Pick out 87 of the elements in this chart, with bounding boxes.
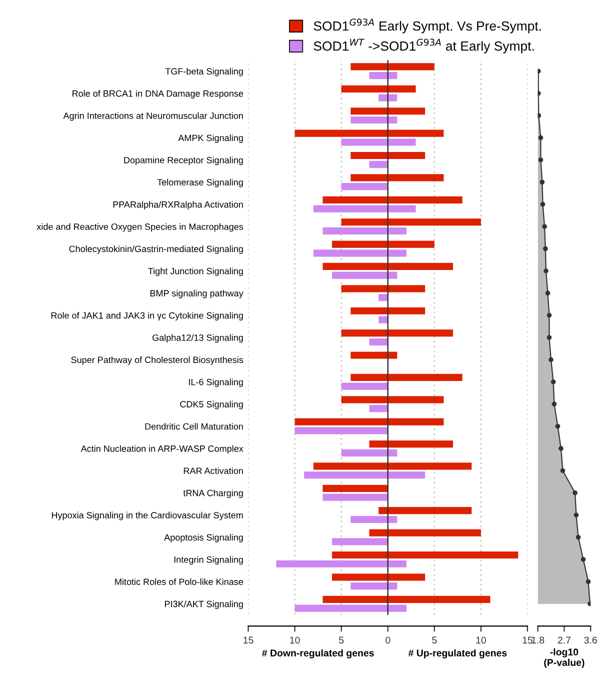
- y-tick-label: Agrin Interactions at Neuromuscular Junction: [63, 112, 243, 121]
- bar: [332, 538, 388, 546]
- y-tick-label: Super Pathway of Cholesterol Biosynthesis: [71, 356, 244, 365]
- bar: [369, 72, 398, 80]
- text: # Up-regulated genes: [408, 649, 507, 658]
- bar: [332, 551, 518, 559]
- bar: [294, 418, 444, 426]
- x-tick-label: 15: [244, 636, 254, 644]
- y-tick-label: AMPK Signaling: [178, 134, 243, 143]
- bar: [369, 338, 388, 346]
- y-tick-label: TGF-beta Signaling: [165, 68, 243, 76]
- y-tick-label: Mitotic Roles of Polo-like Kinase: [115, 578, 244, 585]
- bar: [322, 596, 490, 603]
- bar: [304, 472, 426, 479]
- bar: [341, 85, 416, 92]
- y-tick-label: Cholecystokinin/Gastrin-mediated Signaling: [69, 245, 243, 254]
- bar: [350, 352, 398, 359]
- bar: [350, 174, 444, 182]
- y-tick-label: Apoptosis Signaling: [164, 534, 243, 542]
- bar: [369, 529, 481, 536]
- bar: [341, 285, 426, 292]
- bar: [350, 582, 398, 590]
- y-tick-label: Dopamine Receptor Signaling: [124, 156, 243, 166]
- y-tick-label: RAR Activation: [184, 467, 243, 474]
- bar: [294, 130, 444, 137]
- y-tick-label: Galpha12/13 Signaling: [152, 334, 243, 343]
- bar: [341, 138, 416, 146]
- y-tick-label: PPARalpha/RXRalpha Activation: [113, 201, 243, 210]
- bar: [369, 404, 388, 412]
- x-tick-label: 10: [476, 636, 486, 644]
- y-tick-label: Actin Nucleation in ARP-WASP Complex: [80, 445, 244, 454]
- legend-label: SOD1$^{G93A}$ Early Sympt. Vs Pre-Sympt.: [314, 18, 541, 34]
- x-tick-label: 5: [432, 636, 437, 644]
- bar: [350, 108, 426, 115]
- bar: [369, 440, 454, 448]
- bar: [332, 272, 398, 279]
- y-tick-label: IL-6 Signaling: [189, 378, 243, 388]
- bar: [332, 574, 426, 581]
- bar: [350, 63, 434, 70]
- bar: [341, 218, 481, 226]
- bar: [341, 183, 388, 190]
- bar: [322, 484, 388, 492]
- bar: [350, 374, 462, 381]
- bar: [341, 449, 398, 456]
- y-tick-label: xide and Reactive Oxygen Species in Macrophages: [36, 223, 244, 232]
- bar: [276, 560, 406, 568]
- bar: [378, 94, 398, 102]
- y-tick-label: tRNA Charging: [183, 490, 243, 498]
- bar: [369, 160, 388, 168]
- y-tick-label: Role of BRCA1 in DNA Damage Response: [72, 90, 244, 99]
- y-tick-label: Telomerase Signaling: [157, 178, 243, 188]
- y-tick-label: Integrin Signaling: [174, 556, 243, 565]
- bar: [350, 152, 426, 160]
- bar: [322, 227, 406, 235]
- y-tick-label: Tight Junction Signaling: [148, 268, 243, 276]
- y-tick-label: CDK5 Signaling: [180, 400, 243, 410]
- bar: [322, 494, 388, 501]
- bar: [313, 250, 406, 257]
- bar: [350, 516, 398, 524]
- x-tick-label: 2.7: [558, 636, 570, 644]
- bar: [322, 196, 462, 204]
- legend-label: SOD1$^{WT}$ ->SOD1$^{G93A}$ at Early Sympt.: [314, 38, 534, 54]
- x-axis-title: -log10 (P-value): [544, 648, 584, 668]
- bar: [294, 604, 406, 612]
- x-tick-label: 15: [522, 636, 532, 644]
- y-tick-label: Dendritic Cell Maturation: [145, 423, 243, 430]
- bar: [341, 382, 388, 390]
- y-tick-label: PI3K/AKT Signaling: [165, 600, 243, 609]
- x-tick-label: 3.6: [584, 636, 597, 644]
- x-tick-label: 10: [290, 636, 300, 644]
- bar: [322, 262, 454, 270]
- bar: [341, 396, 444, 404]
- bar: [341, 330, 454, 337]
- bar: [378, 507, 472, 514]
- bar: [332, 240, 434, 248]
- bar: [313, 205, 416, 212]
- y-tick-label: Hypoxia Signaling in the Cardiovascular System: [52, 512, 243, 520]
- y-tick-label: BMP signaling pathway: [150, 290, 244, 298]
- bar: [350, 307, 426, 314]
- x-tick-label: 1.8: [532, 636, 544, 644]
- x-tick-label: 0: [386, 636, 390, 644]
- y-tick-label: Role of JAK1 and JAK3 in γc Cytokine Signaling: [51, 312, 243, 320]
- bar: [313, 462, 472, 470]
- text: # Down-regulated genes: [262, 649, 374, 658]
- x-tick-label: 5: [339, 636, 344, 644]
- bar: [350, 116, 398, 124]
- bar: [294, 427, 388, 434]
